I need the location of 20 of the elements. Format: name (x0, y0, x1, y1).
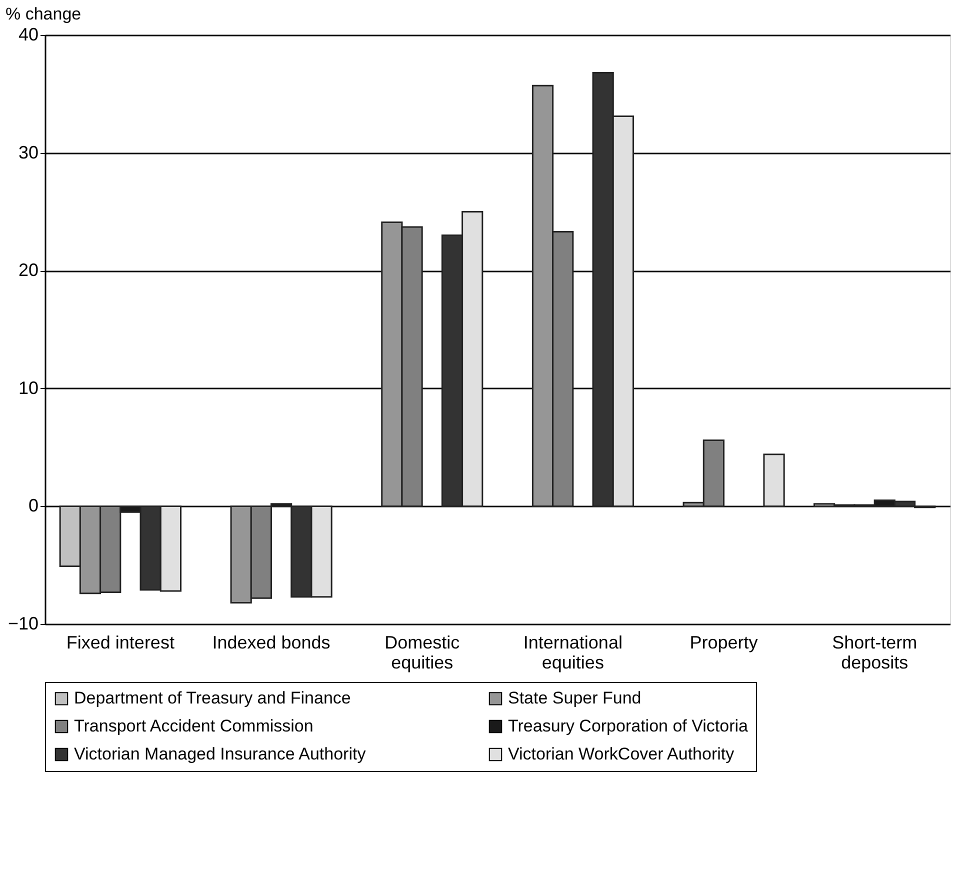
y-tick-label: 0 (28, 496, 38, 516)
legend-label: Victorian WorkCover Authority (508, 744, 735, 764)
legend-label: Victorian Managed Insurance Authority (74, 744, 366, 764)
y-tick-label: 10 (18, 378, 38, 398)
legend-label: Transport Accident Commission (74, 716, 314, 736)
legend-label: State Super Fund (508, 688, 642, 708)
legend-label: Treasury Corporation of Victoria (508, 716, 749, 736)
x-tick-label: Property (690, 632, 758, 652)
x-tick-label: Fixed interest (66, 632, 174, 652)
y-tick-label: 40 (18, 24, 38, 44)
x-tick-label: Indexed bonds (212, 632, 330, 652)
legend-label: Department of Treasury and Finance (74, 688, 351, 708)
x-tick-label: International equities (523, 632, 622, 672)
y-axis-title: % change (6, 4, 82, 24)
bar (763, 454, 785, 507)
y-tick-label: 30 (18, 142, 38, 162)
x-tick-label: Short-term deposits (832, 632, 918, 672)
x-tick-label: Domestic equities (384, 632, 460, 672)
y-tick-label: −10 (8, 614, 38, 634)
y-tick-label: 20 (18, 260, 38, 280)
